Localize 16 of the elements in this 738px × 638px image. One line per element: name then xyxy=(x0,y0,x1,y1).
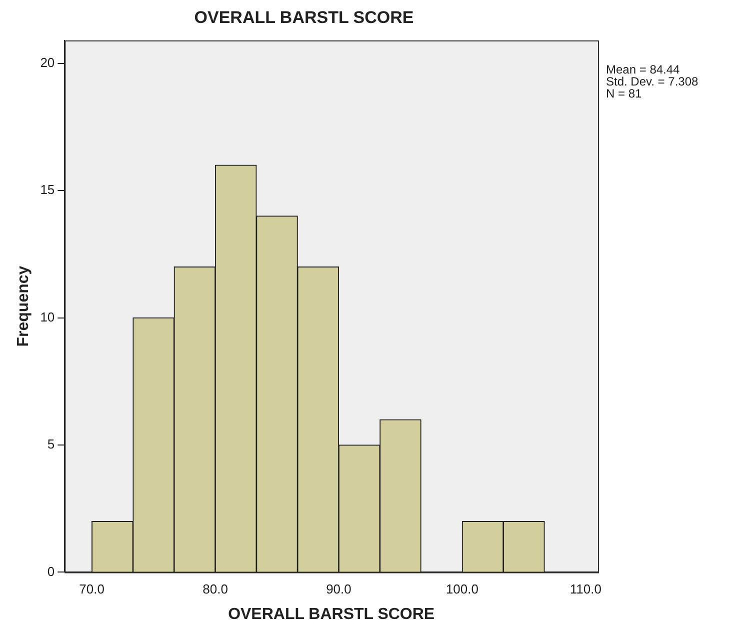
chart-title: OVERALL BARSTL SCORE xyxy=(194,8,414,27)
x-tick-label: 100.0 xyxy=(446,582,478,597)
y-tick-label: 0 xyxy=(47,564,55,579)
text: Std. Dev. = 7.308 xyxy=(606,74,698,89)
x-tick-label: 90.0 xyxy=(326,582,352,597)
y-tick-label: 10 xyxy=(40,309,55,324)
y-axis-title: Frequency xyxy=(15,266,32,347)
y-tick-label: 20 xyxy=(40,54,55,70)
x-tick-label: 70.0 xyxy=(79,582,104,597)
x-tick-label: 110.0 xyxy=(570,582,602,597)
text: N = 81 xyxy=(606,86,642,101)
text: Mean = 84.44 xyxy=(606,62,680,77)
y-tick-label: 5 xyxy=(47,436,55,452)
y-tick-label: 15 xyxy=(40,182,55,198)
x-tick-label: 80.0 xyxy=(202,582,228,597)
x-axis-title: OVERALL BARSTL SCORE xyxy=(228,606,435,623)
